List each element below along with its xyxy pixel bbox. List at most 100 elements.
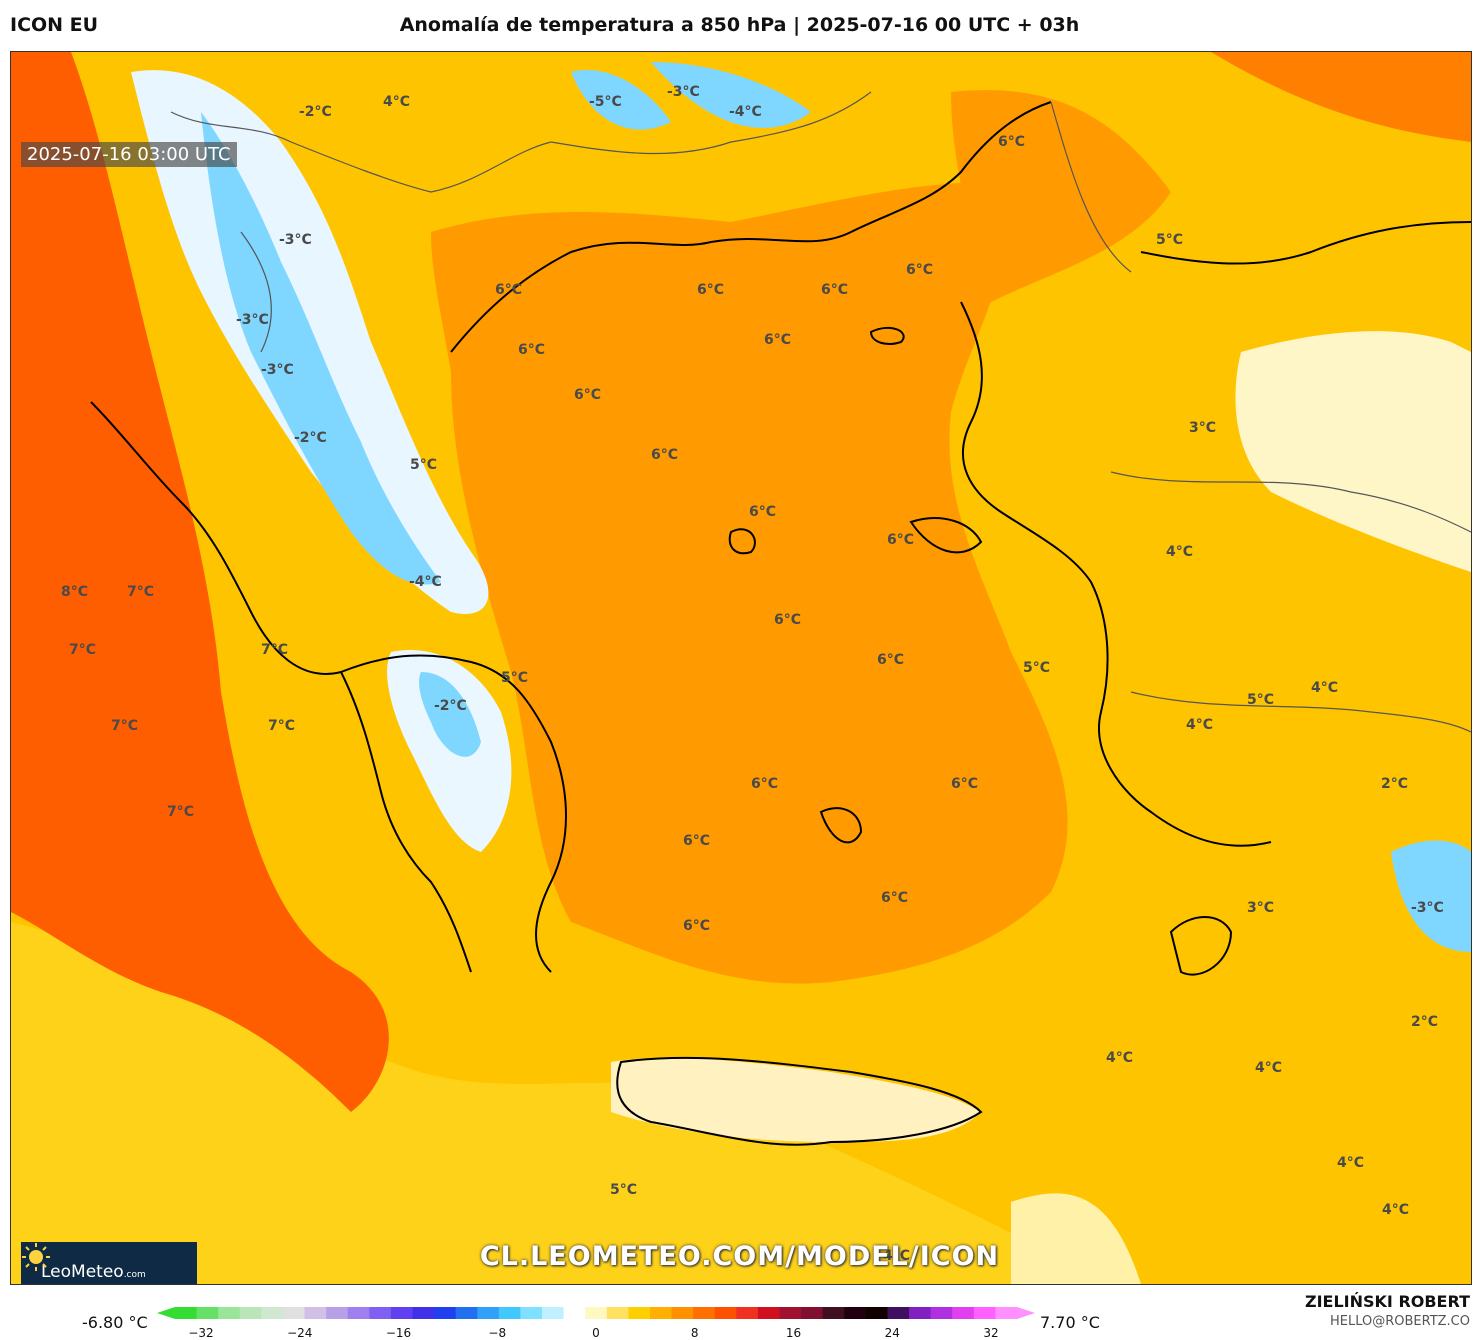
temperature-label: 5°C [1156,232,1184,248]
temperature-label: 7°C [261,642,289,658]
temperature-label: 6°C [651,447,679,463]
logo-text: LeoMeteo.com [41,1262,146,1282]
colorbar [157,1307,1035,1319]
colorbar-cell [477,1307,500,1319]
anomaly-field-south [11,922,1111,1284]
colorbar-cell [520,1307,543,1319]
colorbar-cell [542,1307,565,1319]
colorbar-cell [865,1307,888,1319]
colorbar-cell [952,1307,975,1319]
colorbar-cell [779,1307,802,1319]
colorbar-cell [887,1307,910,1319]
anomaly-field-cold-core [201,112,441,585]
model-name: ICON EU [10,14,99,36]
colorbar-cell [369,1307,392,1319]
valid-time-badge: 2025-07-16 03:00 UTC [21,142,237,167]
temperature-label: 6°C [906,262,934,278]
temperature-label: -4°C [729,104,762,120]
colorbar-cell [628,1307,651,1319]
watermark-url[interactable]: CL.LEOMETEO.COM/MODEL/ICON [479,1241,1000,1272]
temperature-label: -2°C [434,698,467,714]
temperature-label: 6°C [774,612,802,628]
temperature-label: 6°C [998,134,1026,150]
coastlines [90,101,1471,1146]
author-name: ZIELIŃSKI ROBERT [1304,1292,1470,1311]
colorbar-cell [412,1307,435,1319]
colorbar-cell [973,1307,996,1319]
colorbar-cell [390,1307,413,1319]
colorbar-cell [671,1307,694,1319]
anomaly-field-peloponnese [387,650,512,852]
map-canvas [11,52,1471,1284]
colorbar-cell [714,1307,737,1319]
colorbar-tick-label: 24 [884,1326,900,1340]
colorbar-cell [801,1307,824,1319]
anomaly-field-crete [611,1057,981,1142]
temperature-label: 5°C [1247,692,1275,708]
temperature-label: 6°C [877,652,905,668]
temperature-label: 7°C [268,718,296,734]
temperature-label: 6°C [881,890,909,906]
colorbar-tick-label: 0 [592,1326,600,1340]
leometeo-logo: LeoMeteo.com [21,1242,197,1284]
anomaly-field-pale [1011,1193,1141,1284]
temperature-label: 5°C [1023,660,1051,676]
temperature-label: 5°C [410,457,438,473]
temperature-label: 7°C [127,584,155,600]
temperature-label: 4°C [1106,1050,1134,1066]
temperature-label: 4°C [1166,544,1194,560]
colorbar-cell [563,1307,586,1319]
temperature-label: 4°C [1255,1060,1283,1076]
temperature-label: 2°C [1411,1014,1439,1030]
temperature-label: 4°C [1337,1155,1365,1171]
temperature-label: 6°C [495,282,523,298]
chart-title: Anomalía de temperatura a 850 hPa | 2025… [399,14,1080,36]
colorbar-cell [304,1307,327,1319]
colorbar-cell [909,1307,932,1319]
colorbar-tick-label: −24 [287,1326,313,1340]
colorbar-tick-label: −16 [385,1326,412,1340]
colorbar-cell [239,1307,262,1319]
colorbar-cell [822,1307,845,1319]
temperature-label: 3°C [1189,420,1217,436]
legend-min-label: -6.80 °C [82,1313,148,1332]
temperature-label: 4°C [1382,1202,1410,1218]
temperature-label: 6°C [683,833,711,849]
temperature-label: -3°C [667,84,700,100]
anomaly-field-cold-north-2 [651,62,811,128]
temperature-label: 6°C [821,282,849,298]
anomaly-field-cold-north-1 [571,70,671,130]
temperature-anomaly-map[interactable]: 2025-07-16 03:00 UTC -2°C 4°C -5°C -3°C -4°C… [10,51,1472,1285]
temperature-label: 4°C [1186,717,1214,733]
author-email[interactable]: HELLO@ROBERTZ.CO [1329,1314,1470,1329]
temperature-label: 5°C [501,670,529,686]
temperature-label: -2°C [294,430,327,446]
colorbar-tick-label: −32 [188,1326,214,1340]
temperature-label: 6°C [751,776,779,792]
anomaly-field-far-northeast [1211,52,1471,142]
colorbar-cell [585,1307,608,1319]
colorbar-cell [693,1307,716,1319]
anomaly-field-northeast [951,90,1171,302]
temperature-label: 6°C [749,504,777,520]
colorbar-cell [261,1307,284,1319]
colorbar-cell [347,1307,370,1319]
colorbar-tick-label: 16 [785,1326,802,1340]
temperature-label: -2°C [299,104,332,120]
temperature-label: 7°C [167,804,195,820]
colorbar-cell [196,1307,219,1319]
temperature-label: 5°C [610,1182,638,1198]
temperature-label: 8°C [61,584,89,600]
temperature-label: -3°C [236,312,269,328]
temperature-label: 6°C [887,532,915,548]
temperature-label: -3°C [261,362,294,378]
colorbar-cell [455,1307,478,1319]
temperature-label: 6°C [697,282,725,298]
temperature-label: 4°C [383,94,411,110]
colorbar-cell [175,1307,198,1319]
temperature-label: 6°C [764,332,792,348]
colorbar-cell [326,1307,349,1319]
colorbar-tick-label: 32 [983,1326,999,1340]
temperature-label: -3°C [279,232,312,248]
temperature-label: 2°C [1381,776,1409,792]
